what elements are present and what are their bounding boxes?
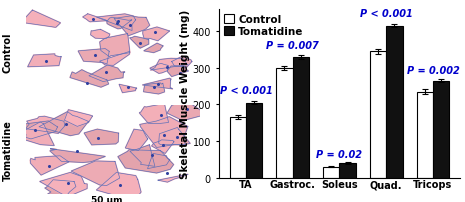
Bar: [386, 26, 403, 178]
Polygon shape: [167, 101, 206, 122]
Polygon shape: [143, 28, 169, 42]
Polygon shape: [150, 59, 187, 71]
Y-axis label: Skeletal Muscle Weight (mg): Skeletal Muscle Weight (mg): [179, 10, 190, 178]
Polygon shape: [20, 122, 54, 146]
Bar: [339, 163, 356, 178]
Text: 50 μm: 50 μm: [91, 195, 122, 202]
Polygon shape: [71, 161, 120, 186]
Bar: [323, 167, 339, 178]
Bar: [433, 81, 449, 178]
Text: P = 0.007: P = 0.007: [266, 41, 319, 50]
Polygon shape: [140, 117, 188, 148]
Polygon shape: [159, 128, 190, 145]
Text: P < 0.001: P < 0.001: [360, 9, 412, 19]
Polygon shape: [78, 49, 109, 65]
Polygon shape: [40, 173, 87, 197]
Polygon shape: [26, 117, 65, 134]
Polygon shape: [100, 52, 130, 66]
Polygon shape: [91, 30, 110, 39]
Polygon shape: [27, 55, 61, 67]
Polygon shape: [96, 15, 136, 31]
Polygon shape: [126, 129, 148, 151]
Polygon shape: [114, 17, 150, 37]
Polygon shape: [144, 84, 165, 95]
Polygon shape: [84, 129, 119, 145]
Polygon shape: [150, 64, 168, 74]
Polygon shape: [65, 110, 93, 127]
Bar: [276, 68, 292, 178]
Polygon shape: [100, 34, 130, 58]
Bar: [370, 52, 386, 178]
Polygon shape: [118, 150, 173, 173]
Legend: Control, Tomatidine: Control, Tomatidine: [224, 15, 304, 37]
Polygon shape: [30, 156, 69, 175]
Polygon shape: [140, 104, 168, 124]
Polygon shape: [147, 154, 170, 169]
Polygon shape: [21, 11, 60, 28]
Polygon shape: [152, 140, 174, 154]
Text: P < 0.001: P < 0.001: [219, 86, 272, 96]
Polygon shape: [158, 174, 188, 182]
Bar: [292, 58, 309, 178]
Polygon shape: [39, 112, 88, 136]
Polygon shape: [167, 67, 188, 77]
Polygon shape: [172, 57, 192, 68]
Polygon shape: [83, 15, 107, 23]
Bar: [246, 103, 262, 178]
Bar: [417, 92, 433, 178]
Text: Tomatidine: Tomatidine: [3, 119, 13, 180]
Polygon shape: [45, 180, 76, 195]
Polygon shape: [144, 44, 163, 53]
Polygon shape: [130, 145, 155, 166]
Polygon shape: [107, 18, 132, 30]
Polygon shape: [96, 173, 141, 198]
Polygon shape: [17, 121, 58, 139]
Polygon shape: [142, 79, 173, 89]
Text: Control: Control: [3, 32, 13, 73]
Polygon shape: [119, 85, 137, 93]
Polygon shape: [50, 149, 106, 163]
Text: P = 0.002: P = 0.002: [406, 66, 459, 76]
Polygon shape: [130, 37, 149, 49]
Text: P = 0.02: P = 0.02: [317, 150, 362, 160]
Bar: [230, 118, 246, 178]
Polygon shape: [70, 70, 109, 88]
Polygon shape: [89, 66, 125, 82]
